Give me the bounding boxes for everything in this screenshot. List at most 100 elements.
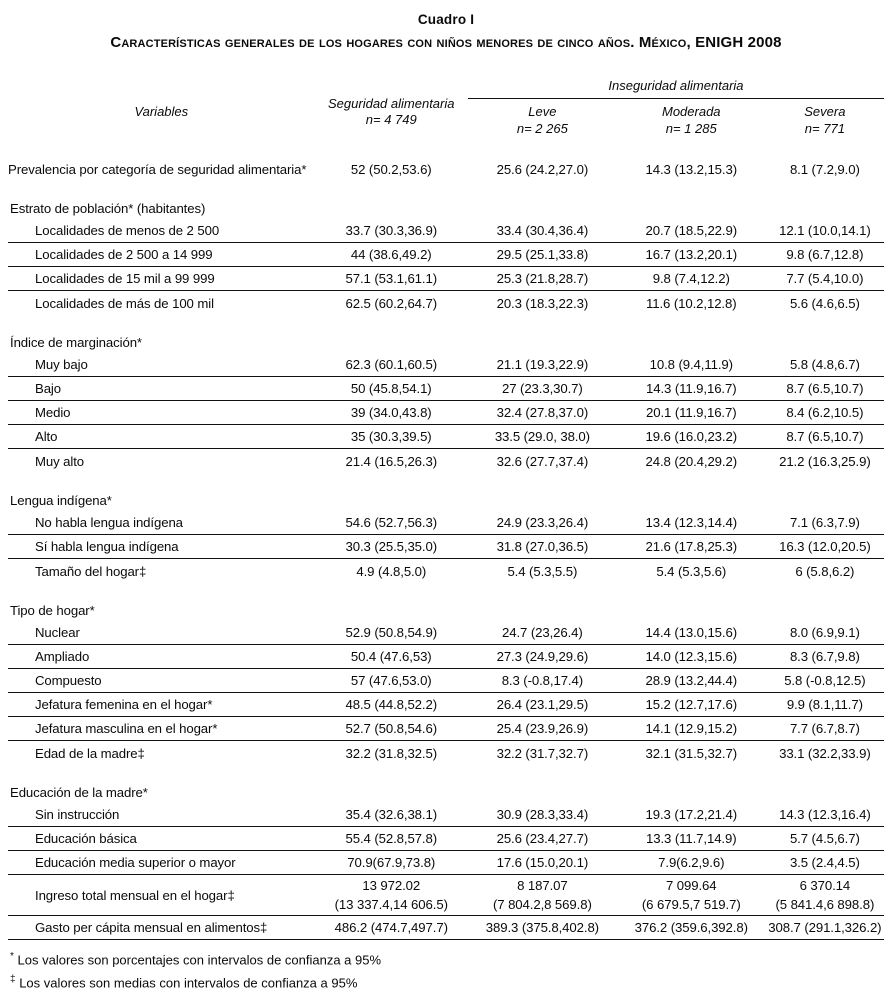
table-title: Características generales de los hogares…: [110, 34, 782, 51]
cell-value: 13 972.02 (13 337.4,14 606.5): [314, 874, 468, 917]
group-row: Estrato de población* (habitantes): [8, 181, 884, 219]
cell-value: 9.8 (7.4,12.2): [616, 266, 766, 292]
group-label: Tipo de hogar*: [10, 602, 95, 618]
table-row: Jefatura masculina en el hogar* 52.7 (50.…: [8, 716, 884, 742]
row-label: Bajo: [8, 376, 315, 402]
cell-value: 7.9(6.2,9.6): [616, 850, 766, 876]
cell-value: 8.7 (6.5,10.7): [765, 424, 884, 450]
cell-value: 24.7 (23,26.4): [467, 620, 617, 646]
cell-value: 20.3 (18.3,22.3): [496, 295, 589, 311]
row-label: Educación media superior o mayor: [8, 850, 315, 876]
cell-value: 308.7 (291.1,326.2): [765, 915, 884, 941]
table-row: Muy bajo 62.3 (60.1,60.5) 21.1 (19.3,22.9)…: [8, 352, 884, 378]
column-header-seguridad-line1: Seguridad alimentaria: [328, 95, 455, 111]
table-row: Localidades de 2 500 a 14 999 44 (38.6,49…: [8, 242, 884, 268]
row-label: Edad de la madre‡: [35, 745, 145, 761]
row-label: Medio: [8, 400, 315, 426]
cell-value: 14.3 (13.2,15.3): [645, 161, 738, 177]
cell-value: 6 (5.8,6.2): [795, 563, 855, 579]
group-label: Educación de la madre*: [10, 784, 148, 800]
cell-value: 14.4 (13.0,15.6): [616, 620, 766, 646]
table-row: Localidades de 15 mil a 99 999 57.1 (53.1…: [8, 266, 884, 292]
cell-value: 50 (45.8,54.1): [314, 376, 468, 402]
cell-value: 4.9 (4.8,5.0): [356, 563, 427, 579]
cell-value: 5.6 (4.6,6.5): [789, 295, 860, 311]
cell-value: 8.4 (6.2,10.5): [765, 400, 884, 426]
group-row: Tipo de hogar*: [8, 583, 884, 621]
row-label: Gasto per cápita mensual en alimentos‡: [8, 915, 315, 941]
cell-value: 21.4 (16.5,26.3): [345, 453, 438, 469]
cell-value: 33.5 (29.0, 38.0): [467, 424, 617, 450]
table-body: Prevalencia por categoría de seguridad a…: [8, 147, 884, 941]
row-label: Educación básica: [8, 826, 315, 852]
footnote-marker-dagger: ‡: [10, 973, 16, 985]
table-row: Ampliado 50.4 (47.6,53) 27.3 (24.9,29.6) 14…: [8, 644, 884, 670]
cell-value: 486.2 (474.7,497.7): [314, 915, 468, 941]
cell-value: 24.8 (20.4,29.2): [645, 453, 738, 469]
column-header-leve: Leve n= 2 265: [468, 99, 617, 147]
row-label: Compuesto: [8, 668, 315, 694]
table-row: Tamaño del hogar‡ 4.9 (4.8,5.0) 5.4 (5.3,5…: [8, 559, 884, 583]
table-row: Educación media superior o mayor 70.9(67.…: [8, 850, 884, 876]
cell-value: 48.5 (44.8,52.2): [314, 692, 468, 718]
column-header-severa: Severa n= 771: [766, 99, 884, 147]
cell-value: 14.0 (12.3,15.6): [616, 644, 766, 670]
cell-value: 24.9 (23.3,26.4): [467, 510, 617, 536]
cell-value: 5.8 (4.8,6.7): [765, 352, 884, 378]
cell-value: 8.7 (6.5,10.7): [765, 376, 884, 402]
cell-value: 7.7 (5.4,10.0): [765, 266, 884, 292]
cell-value: 20.1 (11.9,16.7): [616, 400, 766, 426]
cell-value: 7.1 (6.3,7.9): [765, 510, 884, 536]
footnote-text: Los valores son medias con intervalos de…: [19, 974, 358, 990]
column-header-severa-label: Severa: [804, 104, 846, 120]
cell-value: 28.9 (13.2,44.4): [616, 668, 766, 694]
cell-value: 8.0 (6.9,9.1): [765, 620, 884, 646]
cell-value: 27.3 (24.9,29.6): [467, 644, 617, 670]
cell-value: 7 099.64 (6 679.5,7 519.7): [616, 874, 766, 917]
table-row: Educación básica 55.4 (52.8,57.8) 25.6 (23…: [8, 826, 884, 852]
cell-value: 16.7 (13.2,20.1): [616, 242, 766, 268]
cell-value: 62.5 (60.2,64.7): [345, 295, 438, 311]
row-label: Sin instrucción: [8, 802, 315, 828]
cell-value: 33.7 (30.3,36.9): [314, 218, 468, 244]
cell-value: 15.2 (12.7,17.6): [616, 692, 766, 718]
cell-value: 7.7 (6.7,8.7): [765, 716, 884, 742]
group-label: Estrato de población* (habitantes): [10, 200, 206, 216]
table-row: Sí habla lengua indígena 30.3 (25.5,35.0)…: [8, 534, 884, 560]
table-row: Jefatura femenina en el hogar* 48.5 (44.8…: [8, 692, 884, 718]
footnotes: * Los valores son porcentajes con interv…: [8, 947, 884, 992]
cell-value: 13.3 (11.7,14.9): [616, 826, 766, 852]
cell-value: 8.3 (6.7,9.8): [765, 644, 884, 670]
column-header-moderada-label: Moderada: [661, 104, 721, 120]
cell-value: 33.1 (32.2,33.9): [779, 745, 871, 761]
cell-value: 52.7 (50.8,54.6): [314, 716, 468, 742]
cell-value: 5.4 (5.3,5.5): [507, 563, 578, 579]
table-row: Bajo 50 (45.8,54.1) 27 (23.3,30.7) 14.3 (11…: [8, 376, 884, 402]
cell-value: 16.3 (12.0,20.5): [765, 534, 884, 560]
cell-value: 30.3 (25.5,35.0): [314, 534, 468, 560]
characteristics-table: Variables Seguridad alimentaria n= 4 749…: [8, 77, 884, 941]
cell-value: 3.5 (2.4,4.5): [765, 850, 884, 876]
cell-value: 26.4 (23.1,29.5): [467, 692, 617, 718]
table-number-label: Cuadro I: [417, 12, 475, 27]
cell-value: 9.9 (8.1,11.7): [765, 692, 884, 718]
row-label: Localidades de 2 500 a 14 999: [8, 242, 315, 268]
cell-value: 5.7 (4.5,6.7): [765, 826, 884, 852]
column-header-seguridad: Seguridad alimentaria n= 4 749: [315, 77, 468, 147]
column-header-severa-n: n= 771: [804, 120, 845, 136]
group-label: Índice de marginación*: [10, 334, 142, 350]
cell-value: 8.1 (7.2,9.0): [789, 161, 860, 177]
cell-value: 54.6 (52.7,56.3): [314, 510, 468, 536]
row-label: Muy bajo: [8, 352, 315, 378]
cell-value: 21.2 (16.3,25.9): [779, 453, 871, 469]
cell-value: 32.2 (31.7,32.7): [496, 745, 589, 761]
footnote-percentages: * Los valores son porcentajes con interv…: [10, 947, 884, 969]
footnote-means: ‡ Los valores son medias con intervalos …: [10, 970, 884, 992]
row-label: Jefatura femenina en el hogar*: [8, 692, 315, 718]
cell-value: 25.6 (24.2,27.0): [496, 161, 589, 177]
cell-value: 8.3 (-0.8,17.4): [467, 668, 617, 694]
group-label: Lengua indígena*: [10, 492, 112, 508]
table-row: Prevalencia por categoría de seguridad a…: [8, 147, 884, 181]
cell-value: 44 (38.6,49.2): [314, 242, 468, 268]
cell-value: 13.4 (12.3,14.4): [616, 510, 766, 536]
